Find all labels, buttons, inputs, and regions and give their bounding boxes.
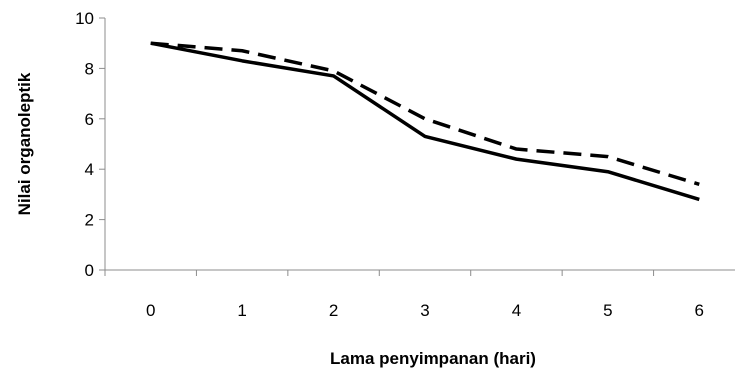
x-tick-label: 3	[420, 301, 429, 320]
y-tick-label: 0	[85, 261, 94, 280]
x-axis-title: Lama penyimpanan (hari)	[330, 349, 536, 368]
y-tick-label: 2	[85, 211, 94, 230]
x-tick-label: 4	[512, 301, 521, 320]
x-tick-label: 6	[695, 301, 704, 320]
y-tick-label: 8	[85, 59, 94, 78]
series-line-solid	[150, 41, 700, 202]
y-tick-label: 10	[75, 9, 94, 28]
x-tick-label: 1	[237, 301, 246, 320]
x-tick-label: 5	[603, 301, 612, 320]
y-tick-label: 6	[85, 110, 94, 129]
series-line-dashed	[150, 41, 700, 186]
series	[150, 41, 700, 202]
x-tick-label: 0	[146, 301, 155, 320]
axes	[104, 18, 735, 271]
x-tick-label: 2	[329, 301, 338, 320]
y-tick-label: 4	[85, 160, 94, 179]
y-axis-title: Nilai organoleptik	[15, 72, 34, 215]
ticks: 0 2 4 6 8 10 0 1 2 3 4 5 6	[75, 9, 704, 320]
